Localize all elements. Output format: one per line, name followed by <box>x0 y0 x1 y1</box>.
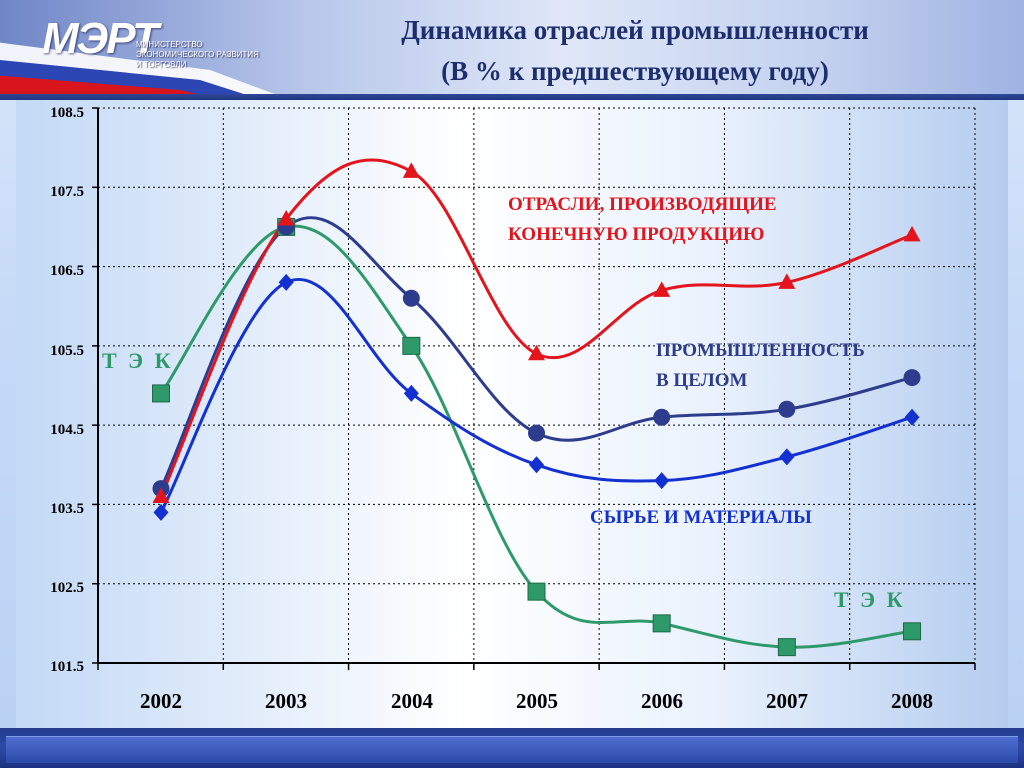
data-point-industry_total <box>653 408 671 426</box>
data-point-final_products <box>778 273 796 289</box>
data-point-raw_materials <box>403 384 419 402</box>
data-point-raw_materials <box>904 408 920 426</box>
industry-total-label-line-2: В ЦЕЛОМ <box>656 370 748 391</box>
final-products-label-line-2: КОНЕЧНУЮ ПРОДУКЦИЮ <box>508 224 764 245</box>
data-point-final_products <box>903 225 921 242</box>
x-tick-label: 2003 <box>265 689 307 713</box>
y-tick-label: 107.5 <box>50 184 84 200</box>
y-tick-label: 104.5 <box>50 422 84 438</box>
russian-flag-stripes <box>0 42 280 96</box>
ministry-name: Министерство экономического развития и т… <box>136 40 259 70</box>
data-point-industry_total <box>528 424 546 442</box>
ministry-logo: МЭРТ <box>42 14 159 63</box>
data-point-fuel_energy <box>402 336 421 355</box>
data-point-fuel_energy <box>152 384 170 403</box>
slide-title-line-1: Динамика отраслей промышленности <box>401 15 869 45</box>
y-tick-label: 101.5 <box>50 659 84 675</box>
x-tick-label: 2004 <box>391 689 434 713</box>
y-tick-label: 102.5 <box>50 580 84 596</box>
slide-title-line-2: (В % к предшествующему году) <box>441 56 829 86</box>
footer-bar <box>0 728 1024 768</box>
y-axis-tick-labels: 108.5 107.5 106.5 105.5 104.5 103.5 102.… <box>50 105 84 675</box>
y-tick-label: 105.5 <box>50 343 84 359</box>
data-point-raw_materials <box>529 456 545 474</box>
series-line-raw_materials <box>159 278 913 514</box>
data-point-fuel_energy <box>527 582 546 601</box>
x-tick-label: 2006 <box>641 689 683 713</box>
header-divider <box>0 94 1024 100</box>
y-tick-label: 108.5 <box>50 105 84 121</box>
data-point-industry_total <box>402 289 420 307</box>
ministry-line-1: Министерство <box>136 40 203 49</box>
x-tick-label: 2008 <box>891 689 933 713</box>
data-point-final_products <box>152 487 170 503</box>
x-tick-label: 2005 <box>516 689 558 713</box>
series-labels: ОТРАСЛИ, ПРОИЗВОДЯЩИЕ КОНЕЧНУЮ ПРОДУКЦИЮ… <box>102 194 906 612</box>
series-line-final_products <box>159 158 913 498</box>
data-point-industry_total <box>903 369 921 387</box>
y-tick-label: 106.5 <box>50 263 84 279</box>
y-tick-label: 103.5 <box>50 501 84 517</box>
fuel-energy-label-right: Т Э К <box>834 587 906 612</box>
data-point-fuel_energy <box>652 614 671 633</box>
grid-lines <box>98 108 975 663</box>
data-point-raw_materials <box>153 503 169 521</box>
x-tick-label: 2002 <box>140 689 182 713</box>
data-point-fuel_energy <box>777 638 796 657</box>
data-point-industry_total <box>778 400 796 418</box>
data-point-final_products <box>277 210 295 226</box>
header-banner: МЭРТ Министерство экономического развити… <box>0 0 1024 96</box>
data-point-raw_materials <box>654 472 670 490</box>
x-tick-label: 2007 <box>766 689 808 713</box>
ministry-line-2: экономического развития <box>136 50 259 59</box>
slide-title: Динамика отраслей промышленности (В % к … <box>320 10 950 92</box>
data-point-raw_materials <box>278 273 294 291</box>
chart-axes <box>92 107 976 670</box>
fuel-energy-label-left: Т Э К <box>102 348 174 373</box>
industry-total-label-line-1: ПРОМЫШЛЕННОСТЬ <box>656 340 865 361</box>
footer-bar-inner <box>6 736 1018 763</box>
x-axis-tick-labels: 2002 2003 2004 2005 2006 2007 2008 <box>140 689 933 713</box>
final-products-label-line-1: ОТРАСЛИ, ПРОИЗВОДЯЩИЕ <box>508 194 777 215</box>
data-point-final_products <box>402 162 420 178</box>
data-point-final_products <box>528 344 546 361</box>
data-point-raw_materials <box>779 448 795 466</box>
data-point-final_products <box>653 281 671 297</box>
series-markers <box>152 162 922 657</box>
data-point-fuel_energy <box>903 622 922 641</box>
ministry-line-3: и торговли <box>136 60 187 69</box>
raw-materials-label: СЫРЬЕ И МАТЕРИАЛЫ <box>590 507 812 528</box>
